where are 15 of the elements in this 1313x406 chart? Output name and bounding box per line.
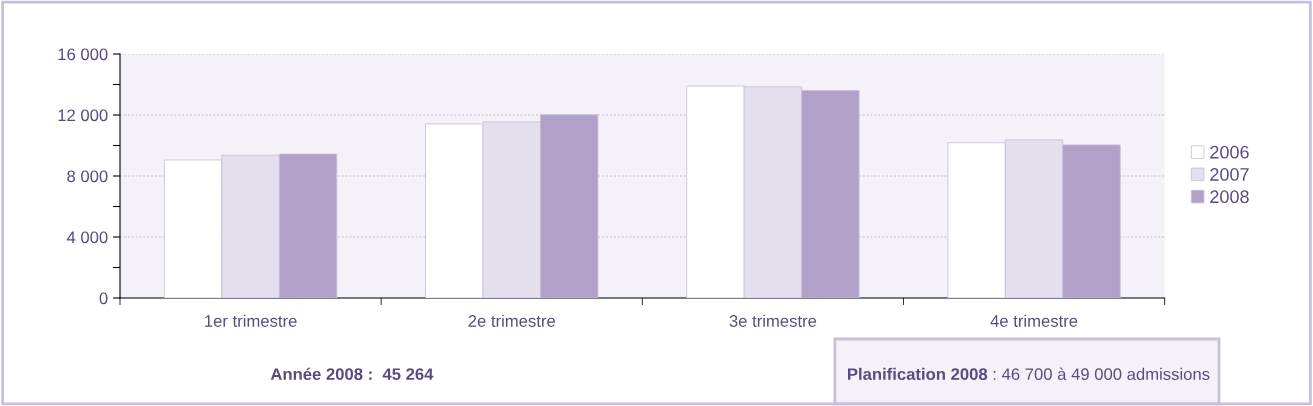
x-tick-label: 3e trimestre	[729, 314, 817, 327]
y-tick-label: 16 000	[58, 48, 108, 61]
x-tick-label: 2e trimestre	[468, 314, 555, 327]
legend-label: 2006	[1210, 145, 1249, 159]
legend-label: 2007	[1210, 168, 1249, 181]
y-tick-label: 8 000	[67, 170, 108, 183]
y-tick-label: 4 000	[66, 231, 108, 244]
x-tick-label: 4e trimestre	[990, 314, 1078, 327]
text: : 46 700 à 49 000 admissions	[993, 367, 1210, 381]
text: Année 2008 : 45 264	[270, 367, 434, 381]
y-tick-label: 12 000	[58, 109, 108, 122]
y-tick-label: 0	[99, 292, 108, 305]
legend-label: 2008	[1210, 190, 1249, 204]
x-tick-label: 1er trimestre	[205, 314, 297, 327]
text: Planification 2008	[848, 367, 988, 381]
